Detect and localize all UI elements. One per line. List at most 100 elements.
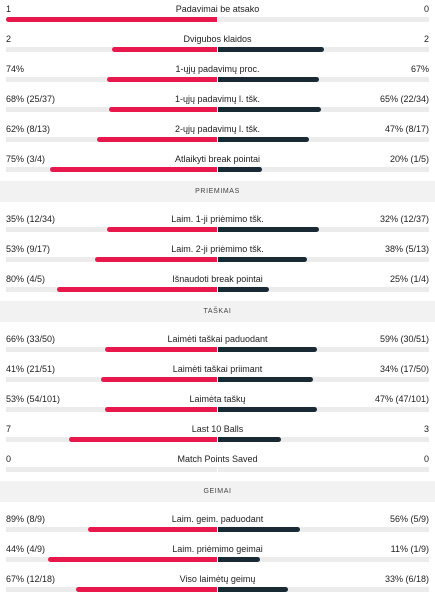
stat-row-service-games-won: 89% (8/9) Laim. geim. paduodant 56% (5/9… [0,513,435,543]
left-bar-track [6,407,217,412]
right-value: 67% [410,64,429,74]
left-bar-fill [96,137,217,142]
stat-row-first-serve-points: 68% (25/37) 1-ųjų padavimų l. tšk. 65% (… [0,93,435,123]
left-bar-track [6,137,217,142]
right-bar-track [218,467,429,472]
right-bar-track [218,377,429,382]
right-value: 65% (22/34) [379,94,429,104]
stat-label: Dvigubos klaidos [183,34,252,44]
right-value: 33% (6/18) [384,574,429,584]
left-bar-fill [105,407,217,412]
right-value: 11% (1/9) [390,544,429,554]
stat-row-second-return-points: 53% (9/17) Laim. 2-ji priėmimo tšk. 38% … [0,243,435,273]
left-value: 53% (9/17) [6,244,51,254]
stat-label: Match Points Saved [177,454,258,464]
right-value: 0 [423,454,429,464]
left-bar-track [6,17,217,22]
left-value: 68% (25/37) [6,94,56,104]
right-bar-track [218,437,429,442]
stat-row-second-serve-points: 62% (8/13) 2-ųjų padavimų l. tšk. 47% (8… [0,123,435,153]
section-header-points: TAŠKAI [0,301,435,322]
left-bar-track [6,257,217,262]
stat-row-break-points-converted: 80% (4/5) Išnaudoti break pointai 25% (1… [0,273,435,303]
left-value: 0 [6,454,12,464]
right-bar-fill [218,557,261,562]
stat-label: Laimėti taškai priimant [172,364,263,374]
stat-row-return-points-won: 41% (21/51) Laimėti taškai priimant 34% … [0,363,435,393]
right-value: 25% (1/4) [389,274,429,284]
right-bar-track [218,137,429,142]
stat-label: Last 10 Balls [191,424,244,434]
right-value: 32% (12/37) [379,214,429,224]
right-value: 2 [423,34,429,44]
left-value: 44% (4/9) [6,544,46,554]
stat-row-break-points-saved: 75% (3/4) Atlaikyti break pointai 20% (1… [0,153,435,183]
stat-row-return-games-won: 44% (4/9) Laim. priėmimo geimai 11% (1/9… [0,543,435,573]
left-value: 80% (4/5) [6,274,46,284]
left-bar-fill [94,257,217,262]
left-value: 66% (33/50) [6,334,56,344]
left-bar-track [6,167,217,172]
left-bar-fill [56,287,217,292]
left-value: 75% (3/4) [6,154,46,164]
stat-row-aces: 1 Padavimai be atsako 0 [0,3,435,33]
left-bar-fill [107,227,217,232]
right-bar-track [218,227,429,232]
left-value: 74% [6,64,25,74]
stat-label: Atlaikyti break pointai [174,154,261,164]
stat-label: 1-ųjų padavimų l. tšk. [174,94,261,104]
left-bar-track [6,287,217,292]
left-bar-fill [109,107,217,112]
left-bar-fill [69,437,217,442]
right-bar-fill [218,407,318,412]
right-bar-track [218,287,429,292]
left-bar-track [6,77,217,82]
left-value: 89% (8/9) [6,514,46,524]
left-value: 67% (12/18) [6,574,56,584]
right-bar-track [218,107,429,112]
left-bar-track [6,557,217,562]
right-bar-track [218,347,429,352]
right-value: 59% (30/51) [379,334,429,344]
left-value: 41% (21/51) [6,364,56,374]
left-bar-fill [88,527,217,532]
left-bar-fill [107,77,217,82]
right-bar-track [218,407,429,412]
right-bar-track [218,527,429,532]
left-bar-fill [50,167,217,172]
stat-label: Laim. 1-ji priėmimo tšk. [171,214,264,224]
stat-label: Laim. 2-ji priėmimo tšk. [171,244,264,254]
left-value: 53% (54/101) [6,394,61,404]
right-value: 47% (8/17) [384,124,429,134]
left-bar-track [6,107,217,112]
left-value: 62% (8/13) [6,124,51,134]
left-bar-fill [100,377,217,382]
stat-label: 2-ųjų padavimų l. tšk. [174,124,261,134]
right-bar-fill [218,107,322,112]
left-bar-track [6,347,217,352]
right-value: 56% (5/9) [389,514,429,524]
stat-row-first-return-points: 35% (12/34) Laim. 1-ji priėmimo tšk. 32%… [0,213,435,243]
stat-row-total-games-won: 67% (12/18) Viso laimėtų geimų 33% (6/18… [0,573,435,603]
right-value: 47% (47/101) [374,394,429,404]
right-bar-fill [218,257,307,262]
section-header-games: GEIMAI [0,481,435,502]
right-bar-track [218,557,429,562]
right-bar-track [218,17,429,22]
left-bar-track [6,437,217,442]
stat-label: Išnaudoti break pointai [172,274,263,284]
left-value: 7 [6,424,12,434]
section-header-return: PRIEMIMAS [0,181,435,202]
left-bar-track [6,467,217,472]
stat-label: Laimėti taškai paduodant [167,334,268,344]
stat-label: 1-ųjų padavimų proc. [175,64,260,74]
right-bar-fill [218,377,313,382]
stat-row-double-faults: 2 Dvigubos klaidos 2 [0,33,435,63]
right-bar-fill [218,227,320,232]
right-bar-track [218,167,429,172]
left-bar-fill [48,557,217,562]
left-value: 35% (12/34) [6,214,56,224]
right-value: 38% (5/13) [384,244,429,254]
stat-row-last-10-balls: 7 Last 10 Balls 3 [0,423,435,453]
left-bar-track [6,377,217,382]
